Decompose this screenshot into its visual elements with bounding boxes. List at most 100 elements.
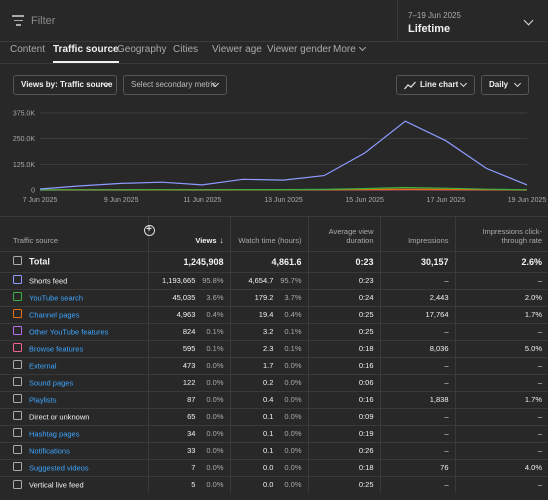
secondary-metric-dropdown[interactable]: Select secondary metric [123, 75, 227, 95]
header-ctr[interactable]: Impressions click-through rate [482, 226, 542, 246]
row-source-cell: Other YouTube features [0, 322, 149, 340]
row-views-pct: 0.1% [206, 327, 224, 336]
row-source-label: Direct or unknown [29, 412, 90, 422]
x-tick-label: 11 Jun 2025 [183, 197, 221, 204]
row-checkbox[interactable] [13, 411, 22, 421]
row-source-label[interactable]: Suggested videos [29, 463, 89, 473]
row-checkbox[interactable] [13, 462, 22, 472]
row-ctr: 1.7% [455, 305, 548, 323]
header-impressions[interactable]: Impressions [380, 217, 456, 251]
tab-label: Geography [117, 44, 167, 55]
table-row: Other YouTube features 824 0.1% 3.2 0.1% 0:… [0, 322, 548, 340]
total-impressions: 30,157 [380, 250, 456, 273]
row-impressions: – [380, 441, 456, 459]
line-chart-icon [404, 81, 416, 90]
tab-cities[interactable]: Cities [173, 44, 198, 55]
row-checkbox[interactable] [13, 326, 22, 336]
row-source-cell: Suggested videos [0, 458, 149, 476]
table-row: Notifications 33 0.0% 0.1 0.0% 0:26– – [0, 441, 548, 459]
tab-traffic-source[interactable]: Traffic source [53, 44, 119, 63]
chevron-down-icon [513, 79, 522, 88]
row-source-label: Vertical live feed [29, 480, 84, 490]
row-watch-time: 0.1 0.0% [230, 407, 309, 425]
row-avg-duration: 0:26 [308, 441, 381, 459]
row-views-pct: 0.4% [206, 310, 224, 319]
primary-metric-dropdown[interactable]: Views by: Traffic source [13, 75, 117, 95]
tab-label: Traffic source [53, 44, 119, 55]
chart-type-dropdown[interactable]: Line chart [396, 75, 475, 95]
row-checkbox[interactable] [13, 394, 22, 404]
tab-content[interactable]: Content [10, 44, 45, 55]
row-watch-pct: 0.0% [284, 463, 302, 472]
row-views: 45,035 3.6% [148, 288, 231, 306]
row-checkbox[interactable] [13, 377, 22, 387]
row-source-label[interactable]: Channel pages [29, 310, 80, 320]
total-watch-time: 4,861.6 [230, 250, 309, 273]
tab-geography[interactable]: Geography [117, 44, 166, 55]
header-views[interactable]: + Views ↓ [143, 217, 231, 251]
total-checkbox[interactable] [13, 256, 22, 266]
row-source-label[interactable]: Notifications [29, 446, 70, 456]
row-source-cell: Vertical live feed [0, 475, 149, 493]
row-source-label[interactable]: External [29, 361, 57, 371]
x-tick-label: 19 Jun 2025 [508, 197, 547, 204]
row-watch-time: 0.1 0.0% [230, 441, 309, 459]
total-ctr: 2.6% [455, 250, 548, 273]
row-views-pct: 0.0% [206, 446, 224, 455]
series-line [39, 120, 528, 190]
header-watch-time[interactable]: Watch time (hours) [230, 217, 309, 251]
row-source-cell: Direct or unknown [0, 407, 149, 425]
row-ctr: – [455, 356, 548, 374]
filter-icon[interactable] [12, 15, 24, 26]
table-row: External 473 0.0% 1.7 0.0% 0:16– – [0, 356, 548, 374]
row-impressions: 2,443 [380, 288, 456, 306]
x-tick-label: 9 Jun 2025 [104, 197, 139, 204]
row-watch-time: 0.0 0.0% [230, 475, 309, 493]
add-column-icon[interactable]: + [143, 225, 155, 236]
row-checkbox[interactable] [13, 445, 22, 455]
chevron-down-icon [523, 15, 534, 26]
row-impressions: – [380, 407, 456, 425]
row-watch-time: 4,654.7 95.7% [230, 271, 309, 289]
row-watch-time: 0.0 0.0% [230, 458, 309, 476]
row-source-label[interactable]: YouTube search [29, 293, 84, 303]
row-watch-time: 3.2 0.1% [230, 322, 309, 340]
row-views: 34 0.0% [148, 424, 231, 442]
row-avg-duration: 0:25 [308, 322, 381, 340]
y-tick-label: 125.0K [13, 162, 36, 169]
row-checkbox[interactable] [13, 275, 22, 285]
x-tick-label: 13 Jun 2025 [264, 197, 303, 204]
row-checkbox[interactable] [13, 292, 22, 302]
row-avg-duration: 0:09 [308, 407, 381, 425]
row-source-label[interactable]: Browse features [29, 344, 84, 354]
row-ctr: – [455, 271, 548, 289]
row-impressions: – [380, 373, 456, 391]
row-source-label[interactable]: Playlists [29, 395, 57, 405]
row-checkbox[interactable] [13, 428, 22, 438]
interval-dropdown[interactable]: Daily [481, 75, 529, 95]
tab-viewer-gender[interactable]: Viewer gender [267, 44, 331, 55]
total-views: 1,245,908 [148, 250, 231, 273]
row-views: 824 0.1% [148, 322, 231, 340]
x-tick-label: 17 Jun 2025 [427, 197, 466, 204]
header-average-view-duration[interactable]: Average view duration [308, 217, 381, 251]
tab-more[interactable]: More [333, 43, 366, 55]
row-checkbox[interactable] [13, 360, 22, 370]
row-avg-duration: 0:18 [308, 339, 381, 357]
row-source-label[interactable]: Hashtag pages [29, 429, 80, 439]
row-source-label[interactable]: Sound pages [29, 378, 74, 388]
row-watch-pct: 0.0% [284, 412, 302, 421]
row-checkbox[interactable] [13, 343, 22, 353]
row-views-pct: 0.0% [206, 480, 224, 490]
row-watch-time: 1.7 0.0% [230, 356, 309, 374]
row-watch-time: 0.1 0.0% [230, 424, 309, 442]
date-range-selector[interactable]: 7–19 Jun 2025 Lifetime [397, 0, 548, 42]
row-source-label[interactable]: Other YouTube features [29, 327, 109, 337]
row-avg-duration: 0:06 [308, 373, 381, 391]
table-row: Vertical live feed 5 0.0% 0.0 0.0% 0:25– – [0, 475, 548, 493]
row-checkbox[interactable] [13, 479, 22, 489]
row-avg-duration: 0:16 [308, 390, 381, 408]
row-checkbox[interactable] [13, 309, 22, 319]
tab-viewer-age[interactable]: Viewer age [212, 44, 262, 55]
filter-input[interactable] [31, 12, 281, 30]
